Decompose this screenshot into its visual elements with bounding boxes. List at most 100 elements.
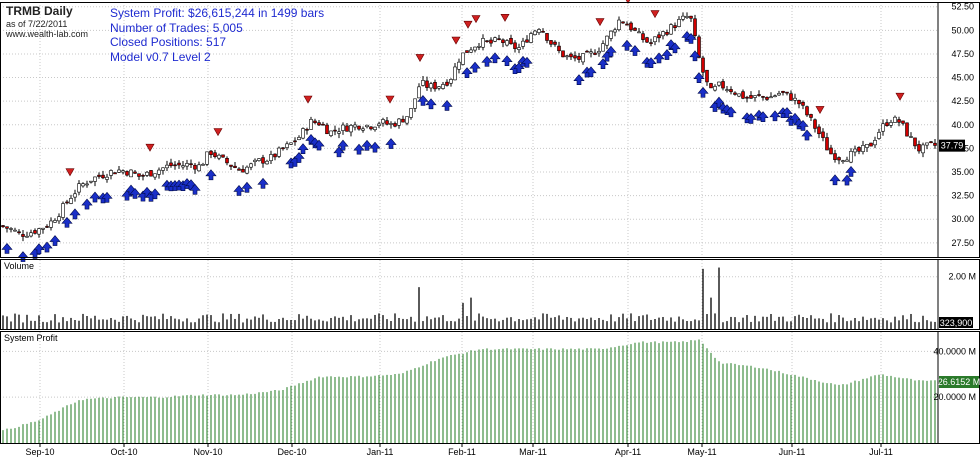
candle-body: [806, 107, 809, 115]
candle-body: [586, 51, 589, 52]
buy-arrow: [574, 75, 584, 85]
candle-body: [766, 97, 769, 99]
candle-body: [30, 233, 33, 236]
candle-body: [426, 81, 429, 88]
candle-body: [674, 26, 677, 28]
price-tick-label: 47.50: [951, 49, 974, 59]
candle-body: [50, 221, 53, 227]
price-tick-label: 30.00: [951, 214, 974, 224]
candle-body: [466, 51, 469, 53]
candle-body: [94, 177, 97, 182]
candle-body: [930, 142, 933, 143]
candle-body: [290, 143, 293, 145]
candle-body: [402, 119, 405, 122]
candle-body: [366, 125, 369, 127]
sell-triangle: [214, 128, 222, 135]
candle-body: [654, 37, 657, 42]
candle-body: [114, 173, 117, 174]
candle-body: [494, 38, 497, 42]
candle-body: [922, 145, 925, 153]
candle-body: [478, 46, 481, 47]
candle-body: [450, 79, 453, 83]
candle-body: [630, 23, 633, 30]
candle-body: [254, 160, 257, 161]
candle-body: [646, 38, 649, 43]
candle-body: [650, 43, 653, 44]
candle-body: [754, 96, 757, 98]
candle-body: [150, 170, 153, 176]
profit-last-label: 26.6152 M: [938, 377, 980, 387]
candle-body: [718, 82, 721, 85]
candle-body: [662, 32, 665, 36]
stat-closed: Closed Positions: 517: [110, 35, 324, 50]
candle-body: [890, 122, 893, 125]
candle-body: [430, 84, 433, 88]
candle-body: [226, 158, 229, 163]
candle-body: [422, 80, 425, 85]
candle-body: [554, 42, 557, 44]
candle-body: [350, 125, 353, 132]
candle-body: [510, 38, 513, 43]
candle-body: [2, 226, 5, 227]
candle-body: [594, 53, 597, 54]
candle-body: [374, 127, 377, 130]
buy-arrow: [462, 68, 472, 78]
candle-body: [846, 160, 849, 161]
candle-body: [222, 155, 225, 157]
month-label: Sep-10: [25, 447, 54, 457]
price-tick-label: 52.50: [951, 2, 974, 12]
candle-body: [886, 123, 889, 126]
sell-triangle: [386, 96, 394, 103]
candle-body: [434, 82, 437, 89]
price-tick-label: 32.50: [951, 191, 974, 201]
stat-profit: System Profit: $26,615,244 in 1499 bars: [110, 6, 324, 21]
candle-body: [634, 28, 637, 30]
candle-body: [266, 161, 269, 164]
candle-body: [686, 16, 689, 17]
month-label: Jul-11: [869, 447, 893, 457]
month-label: May-11: [687, 447, 716, 457]
candle-body: [46, 226, 49, 227]
candle-body: [234, 166, 237, 167]
sell-triangle: [651, 11, 659, 18]
volume-pane: Volume: [3, 261, 935, 329]
candle-body: [874, 140, 877, 145]
candle-body: [294, 141, 297, 142]
candle-body: [178, 163, 181, 165]
candle-body: [262, 158, 265, 164]
candle-body: [902, 121, 905, 123]
candle-body: [602, 44, 605, 52]
candle-body: [110, 170, 113, 175]
candle-body: [182, 166, 185, 167]
buy-arrow: [42, 242, 52, 252]
candle-body: [70, 198, 73, 203]
candle-body: [418, 87, 421, 98]
candle-body: [934, 143, 937, 145]
profit-tick-label: 40.0000 M: [933, 346, 976, 356]
candle-body: [74, 194, 77, 197]
candle-body: [854, 149, 857, 152]
candle-body: [206, 152, 209, 164]
candle-body: [134, 172, 137, 173]
buy-arrow: [846, 166, 856, 176]
candle-body: [82, 184, 85, 186]
candle-body: [786, 92, 789, 93]
candle-body: [894, 117, 897, 122]
candle-body: [878, 132, 881, 138]
last-price-label: 37.79: [941, 141, 964, 151]
candle-body: [714, 86, 717, 90]
candle-body: [530, 34, 533, 43]
candle-body: [838, 157, 841, 160]
candle-body: [22, 234, 25, 236]
buy-arrow: [442, 100, 452, 110]
candle-body: [330, 131, 333, 136]
buy-arrow: [470, 62, 480, 72]
candle-body: [802, 102, 805, 105]
candle-body: [842, 161, 845, 162]
price-tick-label: 45.00: [951, 73, 974, 83]
month-label: Nov-10: [193, 447, 222, 457]
candle-body: [518, 48, 521, 50]
candle-body: [670, 25, 673, 35]
sell-triangle: [896, 93, 904, 100]
price-tick-label: 27.50: [951, 238, 974, 248]
